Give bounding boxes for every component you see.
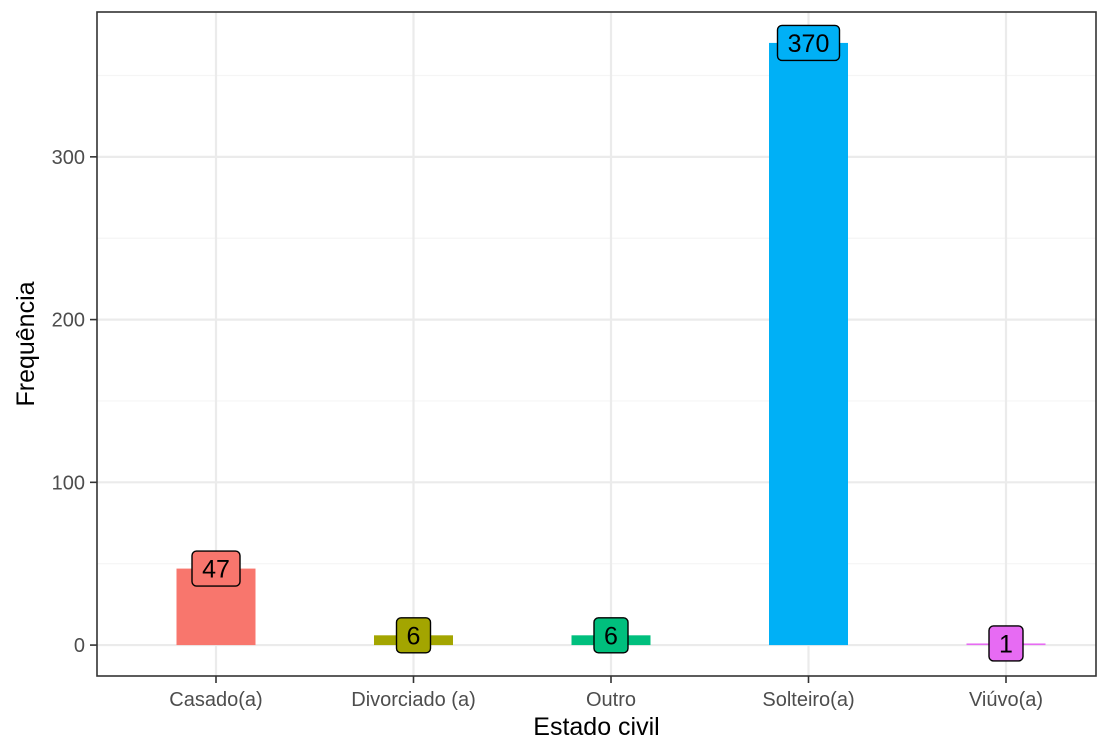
x-axis: Casado(a) Divorciado (a) Outro Solteiro(a) V… (169, 676, 1043, 711)
data-label-box (988, 625, 1024, 662)
data-label-text: 1 (999, 630, 1013, 658)
data-label: 1 (988, 625, 1024, 662)
y-axis-title: Frequência (12, 281, 40, 406)
panel-border (96, 11, 1097, 677)
data-label-box (593, 617, 629, 654)
data-label-box (191, 550, 241, 587)
x-axis-title: Estado civil (533, 713, 659, 740)
data-label-text: 6 (604, 622, 618, 650)
data-label: 6 (593, 617, 629, 654)
data-label: 370 (776, 24, 841, 62)
x-tick-label: Divorciado (a) (351, 689, 475, 711)
x-tick-label: Solteiro(a) (762, 689, 854, 711)
data-labels-layer: 47 6 6 370 1 (191, 24, 1024, 662)
x-tick-label: Viúvo(a) (969, 689, 1043, 711)
x-tick-label: Outro (586, 689, 636, 711)
y-tick-label: 200 (52, 310, 85, 332)
bar (769, 42, 848, 646)
y-tick-label: 100 (52, 472, 85, 494)
y-tick-label: 0 (74, 635, 85, 657)
data-label: 6 (395, 617, 432, 654)
data-label: 47 (191, 550, 241, 587)
y-axis: 0 100 200 300 (52, 147, 97, 657)
y-tick-label: 300 (52, 147, 85, 169)
x-tick-label: Casado(a) (169, 689, 262, 711)
data-label-box (776, 24, 841, 62)
data-label-text: 6 (407, 622, 421, 650)
data-label-text: 370 (788, 30, 830, 58)
data-label-text: 47 (202, 556, 230, 584)
data-label-box (395, 617, 432, 654)
